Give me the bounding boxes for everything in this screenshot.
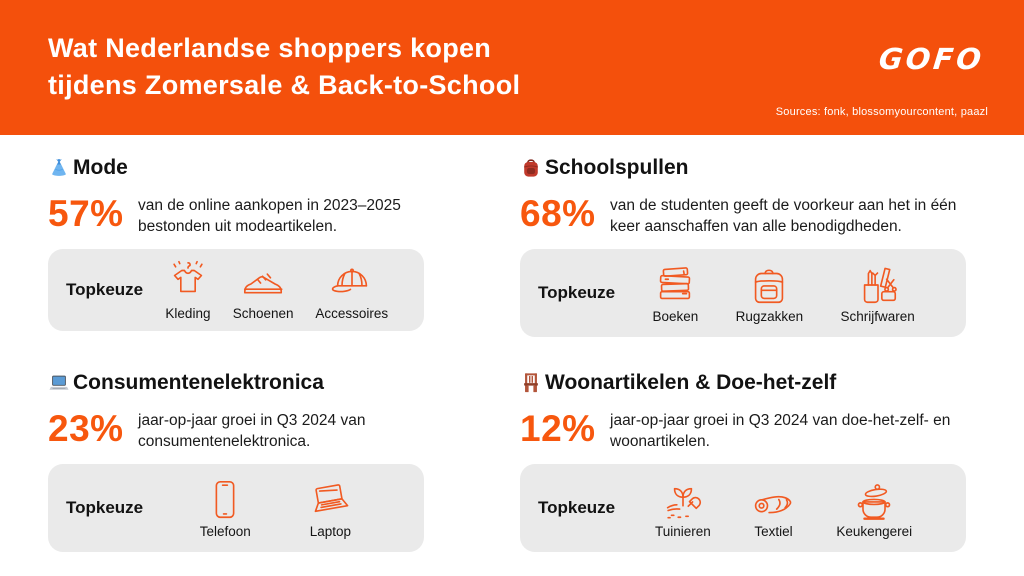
item-label: Accessoires: [315, 306, 389, 321]
item-label: Rugzakken: [735, 309, 804, 324]
infographic-grid: Mode 57% van de online aankopen in 2023–…: [0, 135, 1024, 552]
item-label: Tuinieren: [654, 524, 711, 539]
mode-stat-description: van de online aankopen in 2023–2025 best…: [138, 197, 401, 235]
section-title: Consumentenelektronica: [73, 371, 324, 394]
card-item-textiel: Textiel: [751, 477, 797, 539]
tshirt-icon: [173, 260, 203, 293]
woonartikelen-stat-value: 12%: [520, 408, 596, 449]
section-mode-heading: Mode: [48, 154, 424, 182]
page-title: Wat Nederlandse shoppers kopen tijdens Z…: [48, 30, 988, 104]
section-mode: Mode 57% van de online aankopen in 2023–…: [48, 154, 424, 337]
gardening-icon: [666, 487, 701, 519]
section-schoolspullen-heading: Schoolspullen: [520, 154, 966, 182]
item-label: Kleding: [165, 306, 211, 321]
woonartikelen-stat-description: jaar-op-jaar groei in Q3 2024 van doe-he…: [610, 412, 951, 450]
card-item-schoenen: Schoenen: [233, 259, 294, 321]
card-label: Topkeuze: [538, 283, 616, 302]
item-label: Schoenen: [232, 306, 294, 321]
woonartikelen-topkeuze-card: Topkeuze Tuinieren: [520, 464, 966, 552]
schoolspullen-stat-value: 68%: [520, 193, 596, 234]
books-icon: [660, 267, 691, 300]
item-label: Laptop: [309, 524, 352, 539]
mode-stat-value: 57%: [48, 193, 124, 234]
item-label: Keukengerei: [836, 524, 913, 539]
section-elektronica-heading: Consumentenelektronica: [48, 369, 424, 397]
stationery-icon: [863, 267, 897, 304]
card-item-accessoires: Accessoires: [315, 259, 388, 321]
mode-card-items: Kleding Schoenen: [143, 259, 410, 321]
backpack-icon: [755, 269, 784, 304]
section-title: Mode: [73, 156, 128, 179]
item-label: Textiel: [754, 524, 793, 539]
laptop-emoji-icon: [49, 375, 69, 390]
card-label: Topkeuze: [538, 498, 616, 517]
sources-credit: Sources: fonk, blossomyourcontent, paazl: [775, 106, 988, 118]
elektronica-stat-row: 23% jaar-op-jaar groei in Q3 2024 van co…: [48, 408, 424, 452]
card-item-laptop: Laptop: [307, 477, 353, 539]
card-label: Topkeuze: [66, 498, 144, 517]
section-elektronica: Consumentenelektronica 23% jaar-op-jaar …: [48, 369, 424, 552]
card-item-rugzakken: Rugzakken: [735, 262, 804, 324]
item-label: Telefoon: [199, 524, 251, 539]
woonartikelen-stat-row: 12% jaar-op-jaar groei in Q3 2024 van do…: [520, 408, 966, 452]
item-label: Schrijfwaren: [840, 309, 915, 324]
section-woonartikelen: Woonartikelen & Doe-het-zelf 12% jaar-op…: [520, 369, 966, 552]
schoolspullen-stat-description: van de studenten geeft de voorkeur aan h…: [610, 197, 957, 235]
schoolspullen-stat-row: 68% van de studenten geeft de voorkeur a…: [520, 193, 966, 237]
laptop-icon: [315, 484, 349, 513]
card-item-keukengerei: Keukengerei: [836, 477, 912, 539]
section-schoolspullen: Schoolspullen 68% van de studenten geeft…: [520, 154, 966, 337]
cooking-pot-icon: [857, 484, 891, 520]
card-item-schrijfwaren: Schrijfwaren: [840, 262, 915, 324]
gofo-logo: GOFO: [877, 42, 986, 76]
mode-stat-row: 57% van de online aankopen in 2023–2025 …: [48, 193, 424, 237]
section-title: Woonartikelen & Doe-het-zelf: [545, 371, 837, 394]
mode-topkeuze-card: Topkeuze Kleding Schoene: [48, 249, 424, 331]
chair-emoji-icon: [524, 373, 538, 393]
item-label: Boeken: [652, 309, 699, 324]
backpack-emoji-icon: [524, 159, 538, 177]
card-item-boeken: Boeken: [652, 262, 698, 324]
page-title-line1: Wat Nederlandse shoppers kopen: [48, 33, 492, 63]
textile-icon: [754, 495, 791, 514]
phone-icon: [215, 480, 235, 519]
card-item-telefoon: Telefoon: [200, 477, 251, 539]
elektronica-stat-value: 23%: [48, 408, 124, 449]
woonartikelen-card-items: Tuinieren Textiel: [615, 477, 952, 539]
header-banner: Wat Nederlandse shoppers kopen tijdens Z…: [0, 0, 1024, 135]
section-woonartikelen-heading: Woonartikelen & Doe-het-zelf: [520, 369, 966, 397]
card-label: Topkeuze: [66, 280, 144, 299]
card-item-tuinieren: Tuinieren: [655, 477, 711, 539]
card-item-kleding: Kleding: [165, 259, 211, 321]
section-title: Schoolspullen: [545, 156, 689, 179]
elektronica-topkeuze-card: Topkeuze Telefoon: [48, 464, 424, 552]
schoolspullen-card-items: Boeken Rugzakken: [615, 262, 952, 324]
cap-icon: [331, 268, 367, 293]
schoolspullen-topkeuze-card: Topkeuze Boeken: [520, 249, 966, 337]
sneaker-icon: [244, 273, 283, 294]
elektronica-card-items: Telefoon Laptop: [143, 477, 410, 539]
page-title-line2: tijdens Zomersale & Back-to-School: [48, 70, 521, 100]
dress-emoji-icon: [52, 159, 66, 176]
elektronica-stat-description: jaar-op-jaar groei in Q3 2024 van consum…: [138, 412, 366, 450]
